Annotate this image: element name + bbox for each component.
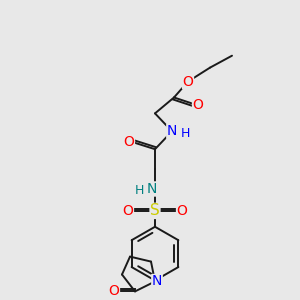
Text: O: O bbox=[123, 204, 134, 218]
Text: O: O bbox=[177, 204, 188, 218]
Text: O: O bbox=[109, 284, 119, 298]
Text: O: O bbox=[124, 135, 134, 149]
Text: O: O bbox=[183, 75, 194, 88]
Text: H: H bbox=[134, 184, 144, 197]
Text: N: N bbox=[167, 124, 177, 138]
Text: H: H bbox=[180, 127, 190, 140]
Text: O: O bbox=[193, 98, 203, 112]
Text: N: N bbox=[147, 182, 157, 196]
Text: N: N bbox=[152, 274, 162, 289]
Text: S: S bbox=[150, 203, 160, 218]
